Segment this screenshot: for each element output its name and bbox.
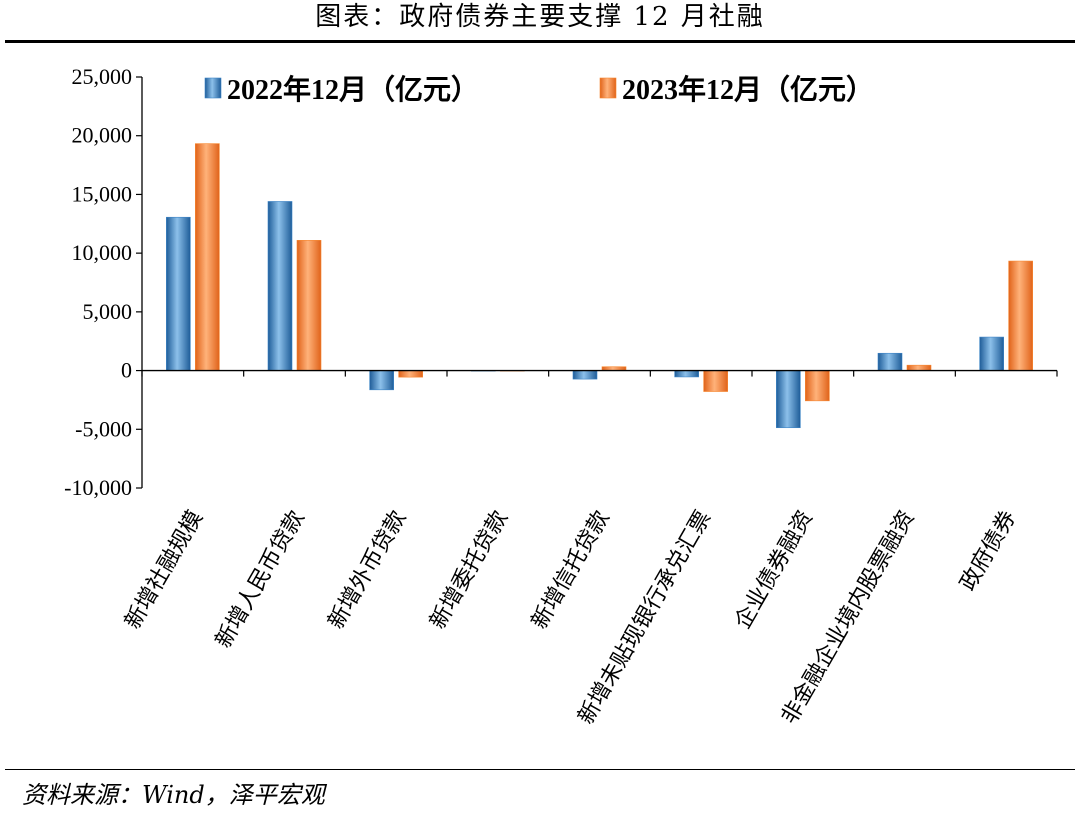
legend-swatch-2023 xyxy=(599,77,617,99)
y-tick-label: 5,000 xyxy=(83,299,133,324)
bar-2023-1 xyxy=(296,240,322,371)
bars xyxy=(166,143,1033,429)
x-axis: 新增社融规模 新增人民币贷款 新增外币贷款 新增委托贷款 新增信托贷款新增未贴现银行承兑… xyxy=(120,369,1058,729)
legend-label-2023: 2023年12月（亿元） xyxy=(622,73,874,106)
y-axis: 25,000 20,000 15,000 10,000 5,000 0 -5,000 -10,… xyxy=(64,64,143,500)
bar-2022-1 xyxy=(267,201,293,371)
chart-title: 图表：政府债券主要支撑 12 月社融 xyxy=(315,2,765,32)
y-tick-label: 0 xyxy=(121,358,132,383)
category-label: 新增人民币贷款 xyxy=(211,507,310,653)
category-label: 新增外币贷款 xyxy=(324,506,412,633)
bar-2023-8 xyxy=(1008,260,1033,371)
y-tick-label: -5,000 xyxy=(75,416,132,441)
y-tick-label: 10,000 xyxy=(72,240,133,265)
category-label: 政府债券 xyxy=(956,507,1022,596)
bar-2022-4 xyxy=(572,370,598,380)
bar-2022-0 xyxy=(166,216,191,371)
bar-2023-7 xyxy=(906,364,932,371)
bar-2023-0 xyxy=(195,143,220,371)
y-tick-label: -10,000 xyxy=(64,475,132,500)
bar-2023-5 xyxy=(703,370,728,392)
category-label: 新增社融规模 xyxy=(120,507,208,634)
y-tick-label: 20,000 xyxy=(72,123,133,148)
bar-2022-2 xyxy=(369,370,394,391)
bar-chart: 25,000 20,000 15,000 10,000 5,000 0 -5,000 -10,… xyxy=(64,64,1058,729)
category-label: 新增委托贷款 xyxy=(425,507,513,634)
bar-2022-5 xyxy=(674,370,699,378)
legend-label-2022: 2022年12月（亿元） xyxy=(227,73,479,106)
category-label: 新增信托贷款 xyxy=(527,507,615,634)
legend: 2022年12月（亿元） 2023年12月（亿元） xyxy=(204,73,874,106)
bar-2023-6 xyxy=(805,370,830,402)
bar-2022-6 xyxy=(776,370,801,429)
title-rule xyxy=(5,40,1075,43)
y-tick-label: 25,000 xyxy=(72,64,133,89)
bar-2022-7 xyxy=(877,352,903,371)
bar-2023-2 xyxy=(398,370,423,378)
y-tick-label: 15,000 xyxy=(72,181,133,206)
source-note: 资料来源：Wind，泽平宏观 xyxy=(22,781,325,809)
bar-2022-8 xyxy=(979,336,1004,371)
legend-swatch-2022 xyxy=(204,77,222,99)
category-label: 企业债券融资 xyxy=(730,507,818,634)
footer-rule xyxy=(5,769,1075,770)
